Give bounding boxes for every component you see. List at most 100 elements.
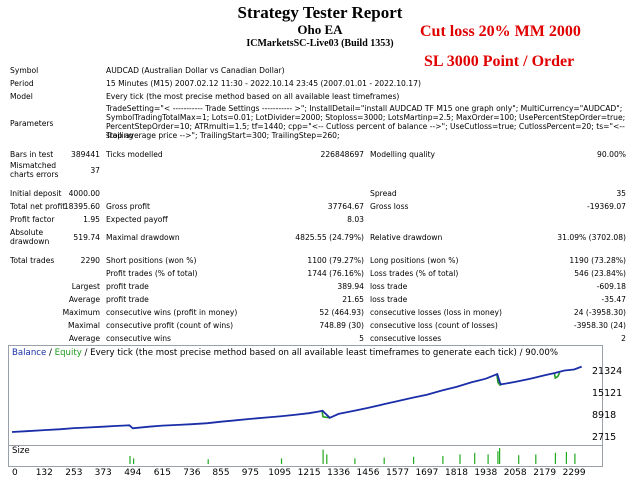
bars-value: 389441 xyxy=(71,150,100,159)
x-tick-label: 1336 xyxy=(327,468,350,478)
grossloss-value: -19369.07 xyxy=(587,202,626,211)
x-tick-label: 2179 xyxy=(533,468,556,478)
size-bar xyxy=(280,458,283,464)
max-losses-label: consecutive losses (loss in money) xyxy=(370,308,502,317)
absdd-label-1: Absolute xyxy=(10,228,44,237)
size-bar xyxy=(129,456,131,464)
x-tick-label: 1095 xyxy=(268,468,291,478)
maximum-label: Maximum xyxy=(62,308,100,317)
period-value: 15 Minutes (M15) 2007.02.12 11:30 - 2022… xyxy=(106,79,421,88)
avg-wins-label: consecutive wins xyxy=(106,334,172,343)
parameters-line-2: SymbolTradingTotalMax=1; Lots=0.01; LotD… xyxy=(106,113,626,122)
largest-label: Largest xyxy=(71,282,100,291)
average-loss-label: loss trade xyxy=(370,295,408,304)
symbol-value: AUDCAD (Australian Dollar vs Canadian Do… xyxy=(106,66,285,75)
payoff-value: 8.03 xyxy=(347,215,364,224)
ticks-label: Ticks modelled xyxy=(106,150,163,159)
size-bar xyxy=(459,454,461,464)
size-bar xyxy=(535,454,537,464)
x-tick-label: 1697 xyxy=(415,468,438,478)
grossprofit-label: Gross profit xyxy=(106,202,150,211)
legend-separator: / xyxy=(46,348,55,358)
x-tick-label: 2058 xyxy=(504,468,527,478)
legend-balance: Balance xyxy=(12,348,47,358)
x-tick-label: 736 xyxy=(183,468,200,478)
avg-losses-value: 2 xyxy=(621,334,626,343)
size-bar xyxy=(487,454,489,464)
chart-legend: Balance / Equity / Every tick (the most … xyxy=(12,348,558,358)
mismatch-value: 37 xyxy=(90,166,100,175)
balance-line xyxy=(11,365,583,433)
spread-value: 35 xyxy=(616,189,626,198)
y-tick-label: 8918 xyxy=(592,410,616,421)
mismatch-label-2: charts errors xyxy=(10,170,59,179)
x-tick-label: 615 xyxy=(154,468,171,478)
largest-loss-label: loss trade xyxy=(370,282,408,291)
maximal-profit-value: 748.89 (30) xyxy=(319,321,364,330)
x-tick-label: 1818 xyxy=(445,468,468,478)
x-tick-label: 132 xyxy=(36,468,53,478)
grossloss-label: Gross loss xyxy=(370,202,409,211)
short-label: Short positions (won %) xyxy=(106,256,197,265)
size-bar xyxy=(565,452,567,464)
size-bar xyxy=(207,459,209,464)
maximal-loss-label: consecutive loss (count of losses) xyxy=(370,321,498,330)
size-bar xyxy=(474,452,476,464)
reldd-label: Relative drawdown xyxy=(370,233,443,242)
x-tick-label: 1456 xyxy=(357,468,380,478)
long-value: 1190 (73.28%) xyxy=(569,256,626,265)
average-profit-value: 21.65 xyxy=(342,295,364,304)
trades-value: 2290 xyxy=(80,256,100,265)
long-label: Long positions (won %) xyxy=(370,256,459,265)
symbol-label: Symbol xyxy=(10,66,39,75)
maxdd-label: Maximal drawdown xyxy=(106,233,180,242)
size-bar xyxy=(383,457,385,464)
mismatch-label-1: Mismatched xyxy=(10,161,57,170)
ea-name: Oho EA xyxy=(297,22,343,37)
size-bar xyxy=(554,452,556,464)
size-bar xyxy=(322,449,324,464)
size-bar xyxy=(354,458,356,464)
parameters-line-4: stop average price -->"; TrailingStart=3… xyxy=(106,131,340,140)
parameters-line-1: TradeSetting="< ----------- Trade Settin… xyxy=(106,104,623,113)
deposit-label: Initial deposit xyxy=(10,189,62,198)
maximal-label: Maximal xyxy=(68,321,100,330)
quality-label: Modelling quality xyxy=(370,150,436,159)
bars-label: Bars in test xyxy=(10,150,54,159)
size-bar xyxy=(497,451,499,464)
equity-dip-line xyxy=(553,372,561,380)
y-tick-label: 15121 xyxy=(592,388,622,399)
profittrades-value: 1744 (76.16%) xyxy=(307,269,364,278)
average2-label: Average xyxy=(68,334,100,343)
legend-equity: Equity xyxy=(54,348,82,358)
max-wins-label: consecutive wins (profit in money) xyxy=(106,308,238,317)
maximal-loss-value: -3958.30 (24) xyxy=(573,321,626,330)
payoff-label: Expected payoff xyxy=(106,215,168,224)
parameters-line-3: PercentStepOrder=10; ATRmulti=1.5; tf=14… xyxy=(106,122,625,140)
maxdd-value: 4825.55 (24.79%) xyxy=(295,233,364,242)
size-bar xyxy=(133,458,135,464)
quality-value: 90.00% xyxy=(597,150,626,159)
short-value: 1100 (79.27%) xyxy=(307,256,364,265)
grossprofit-value: 37764.67 xyxy=(327,202,364,211)
absdd-label-2: drawdown xyxy=(10,237,50,246)
max-wins-value: 52 (464.93) xyxy=(319,308,364,317)
trades-label: Total trades xyxy=(10,256,55,265)
max-losses-value: 24 (-3958.30) xyxy=(573,308,626,317)
x-tick-label: 855 xyxy=(212,468,229,478)
absdd-value: 519.74 xyxy=(73,233,100,242)
model-label: Model xyxy=(10,92,33,101)
losstrades-value: 546 (23.84%) xyxy=(574,269,626,278)
netprofit-value: 18395.60 xyxy=(63,202,100,211)
model-value: Every tick (the most precise method base… xyxy=(106,92,400,101)
avg-losses-label: consecutive losses xyxy=(370,334,442,343)
profittrades-label: Profit trades (% of total) xyxy=(106,269,198,278)
losstrades-label: Loss trades (% of total) xyxy=(370,269,459,278)
x-tick-label: 494 xyxy=(124,468,141,478)
annotation-cutloss: Cut loss 20% MM 2000 xyxy=(420,23,581,40)
size-label: Size xyxy=(12,446,30,456)
pf-value: 1.95 xyxy=(83,215,100,224)
server-info: ICMarketsSC-Live03 (Build 1353) xyxy=(246,38,394,49)
x-tick-label: 1938 xyxy=(474,468,497,478)
size-bar xyxy=(499,448,501,464)
